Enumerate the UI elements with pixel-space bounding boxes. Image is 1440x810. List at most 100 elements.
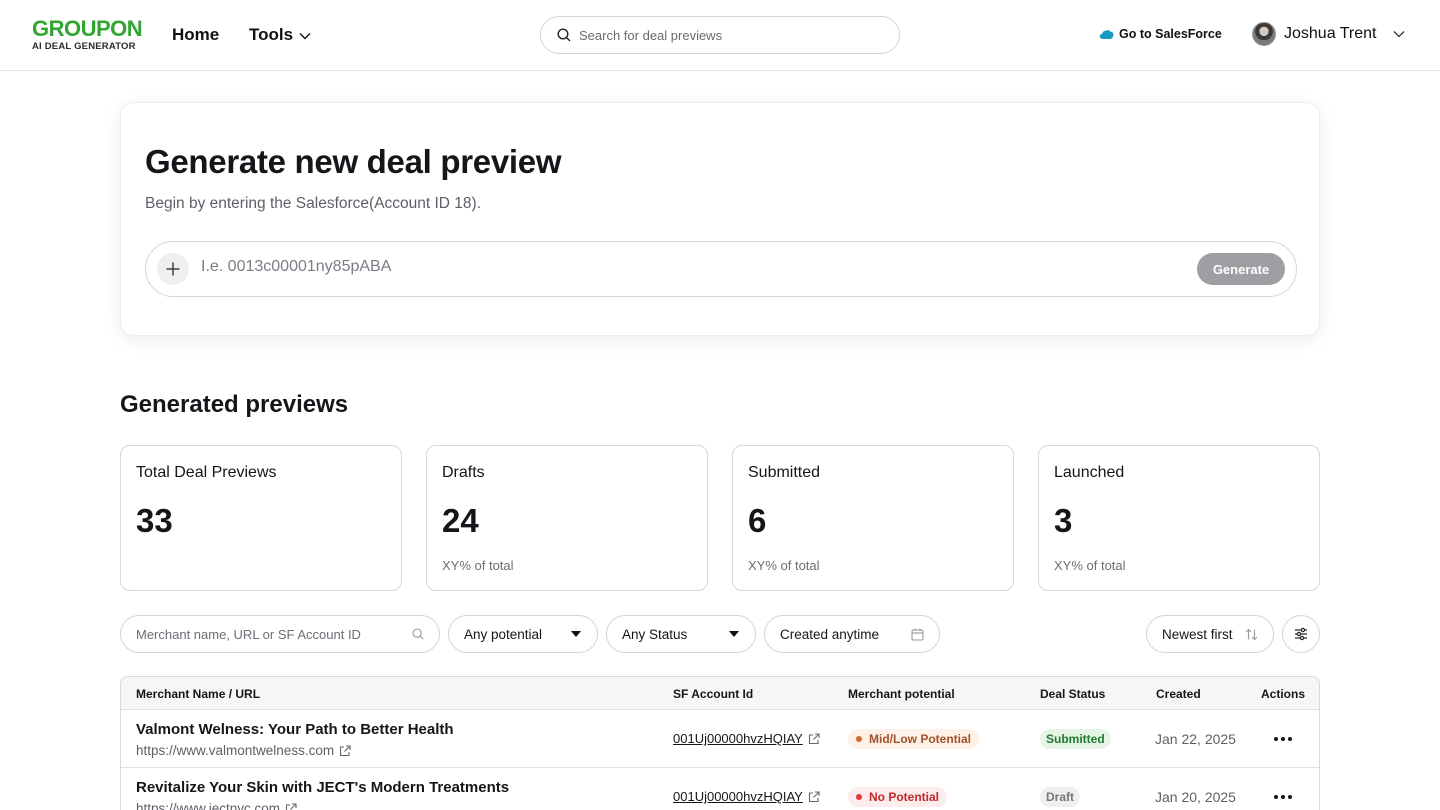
column-header-actions: Actions xyxy=(1261,687,1306,701)
row-actions-button[interactable] xyxy=(1271,787,1295,807)
column-header-status[interactable]: Deal Status xyxy=(1040,687,1106,701)
sort-value: Newest first xyxy=(1162,626,1233,642)
created-date: Jan 22, 2025 xyxy=(1155,731,1236,747)
sort-arrows-icon xyxy=(1245,628,1258,640)
search-icon xyxy=(412,628,424,640)
more-dots-icon xyxy=(1281,737,1285,741)
sort-select[interactable]: Newest first xyxy=(1146,615,1274,653)
previews-section-title: Generated previews xyxy=(120,391,349,418)
stat-note: XY% of total xyxy=(748,558,820,573)
status-filter-select[interactable]: Any Status xyxy=(606,615,756,653)
column-header-merchant[interactable]: Merchant Name / URL xyxy=(136,687,261,701)
sf-account-id: 001Uj00000hvzHQIAY xyxy=(673,789,803,804)
groupon-logo[interactable]: GROUPON AI DEAL GENERATOR xyxy=(32,16,143,53)
top-header: GROUPON AI DEAL GENERATOR Home Tools Go … xyxy=(0,0,1440,71)
stat-value: 24 xyxy=(442,502,479,539)
avatar xyxy=(1252,22,1276,46)
external-link-icon xyxy=(808,790,820,802)
created-filter-value: Created anytime xyxy=(780,626,880,642)
stat-note: XY% of total xyxy=(1054,558,1126,573)
created-date: Jan 20, 2025 xyxy=(1155,789,1236,805)
account-id-input[interactable] xyxy=(201,258,1161,276)
potential-label: No Potential xyxy=(869,790,940,804)
logo-subtitle: AI DEAL GENERATOR xyxy=(32,41,136,52)
merchant-url: https://www.jectnyc.com xyxy=(136,801,281,810)
user-menu[interactable]: Joshua Trent xyxy=(1252,22,1405,46)
generate-preview-card: Generate new deal preview Begin by enter… xyxy=(120,102,1320,336)
merchant-search-field[interactable] xyxy=(120,615,440,653)
table-header: Merchant Name / URL SF Account Id Mercha… xyxy=(121,677,1319,710)
generate-title: Generate new deal preview xyxy=(145,143,562,180)
potential-dot-icon xyxy=(856,736,862,742)
potential-filter-select[interactable]: Any potential xyxy=(448,615,598,653)
stat-note: XY% of total xyxy=(442,558,514,573)
plus-icon xyxy=(166,262,180,276)
sf-account-id: 001Uj00000hvzHQIAY xyxy=(673,731,803,746)
chevron-down-icon xyxy=(299,33,311,40)
search-icon xyxy=(557,28,571,42)
stat-card-submitted: Submitted 6 XY% of total xyxy=(732,445,1014,591)
generate-subtitle: Begin by entering the Salesforce(Account… xyxy=(145,195,482,212)
sf-account-link[interactable]: 001Uj00000hvzHQIAY xyxy=(673,789,820,804)
more-dots-icon xyxy=(1288,737,1292,741)
logo-wordmark: GROUPON xyxy=(32,16,143,41)
external-link-icon xyxy=(808,732,820,744)
column-header-sf-id[interactable]: SF Account Id xyxy=(673,687,754,701)
header-search-input[interactable] xyxy=(579,27,879,43)
stat-value: 6 xyxy=(748,502,767,539)
stat-card-launched: Launched 3 XY% of total xyxy=(1038,445,1320,591)
stat-card-drafts: Drafts 24 XY% of total xyxy=(426,445,708,591)
stat-label: Submitted xyxy=(748,464,821,481)
stat-label: Launched xyxy=(1054,464,1125,481)
column-header-created[interactable]: Created xyxy=(1156,687,1201,701)
status-badge: Submitted xyxy=(1040,729,1111,749)
status-badge: Draft xyxy=(1040,787,1081,807)
salesforce-link-label: Go to SalesForce xyxy=(1119,27,1222,41)
table-row[interactable]: Valmont Welness: Your Path to Better Hea… xyxy=(121,710,1319,768)
external-link-icon xyxy=(340,744,351,756)
stat-value: 3 xyxy=(1054,502,1073,539)
merchant-url-link[interactable]: https://www.jectnyc.com xyxy=(136,801,297,810)
salesforce-link[interactable]: Go to SalesForce xyxy=(1099,27,1222,41)
more-dots-icon xyxy=(1281,795,1285,799)
column-header-potential[interactable]: Merchant potential xyxy=(848,687,955,701)
stat-label: Total Deal Previews xyxy=(136,464,277,481)
merchant-url-link[interactable]: https://www.valmontwelness.com xyxy=(136,743,351,758)
merchant-name[interactable]: Revitalize Your Skin with JECT's Modern … xyxy=(136,779,510,796)
nav-tools-dropdown[interactable]: Tools xyxy=(249,25,311,45)
salesforce-cloud-icon xyxy=(1099,29,1114,39)
status-filter-value: Any Status xyxy=(622,626,688,642)
account-id-field[interactable]: Generate xyxy=(145,241,1297,297)
sf-account-link[interactable]: 001Uj00000hvzHQIAY xyxy=(673,731,820,746)
created-date-filter[interactable]: Created anytime xyxy=(764,615,940,653)
nav-tools-label: Tools xyxy=(249,25,294,44)
sliders-icon xyxy=(1295,627,1307,641)
potential-badge: No Potential xyxy=(848,787,948,807)
stat-value: 33 xyxy=(136,502,173,539)
more-dots-icon xyxy=(1288,795,1292,799)
nav-home[interactable]: Home xyxy=(172,25,220,44)
more-dots-icon xyxy=(1274,737,1278,741)
stat-label: Drafts xyxy=(442,464,485,481)
filter-settings-button[interactable] xyxy=(1282,615,1320,653)
merchant-name[interactable]: Valmont Welness: Your Path to Better Hea… xyxy=(136,721,454,738)
potential-label: Mid/Low Potential xyxy=(869,732,971,746)
table-row[interactable]: Revitalize Your Skin with JECT's Modern … xyxy=(121,768,1319,810)
row-actions-button[interactable] xyxy=(1271,729,1295,749)
merchant-url: https://www.valmontwelness.com xyxy=(136,743,335,758)
external-link-icon xyxy=(285,802,297,810)
user-name: Joshua Trent xyxy=(1284,25,1377,42)
chevron-down-icon xyxy=(1393,31,1404,38)
stat-card-total: Total Deal Previews 33 xyxy=(120,445,402,591)
add-button[interactable] xyxy=(157,253,189,285)
calendar-icon xyxy=(911,628,924,641)
potential-filter-value: Any potential xyxy=(464,626,543,642)
more-dots-icon xyxy=(1274,795,1278,799)
generate-button[interactable]: Generate xyxy=(1197,253,1285,285)
potential-dot-icon xyxy=(856,794,862,800)
caret-down-icon xyxy=(729,631,739,637)
caret-down-icon xyxy=(571,631,581,637)
merchant-search-input[interactable] xyxy=(136,626,396,642)
previews-table: Merchant Name / URL SF Account Id Mercha… xyxy=(120,676,1320,810)
header-search[interactable] xyxy=(540,16,900,54)
